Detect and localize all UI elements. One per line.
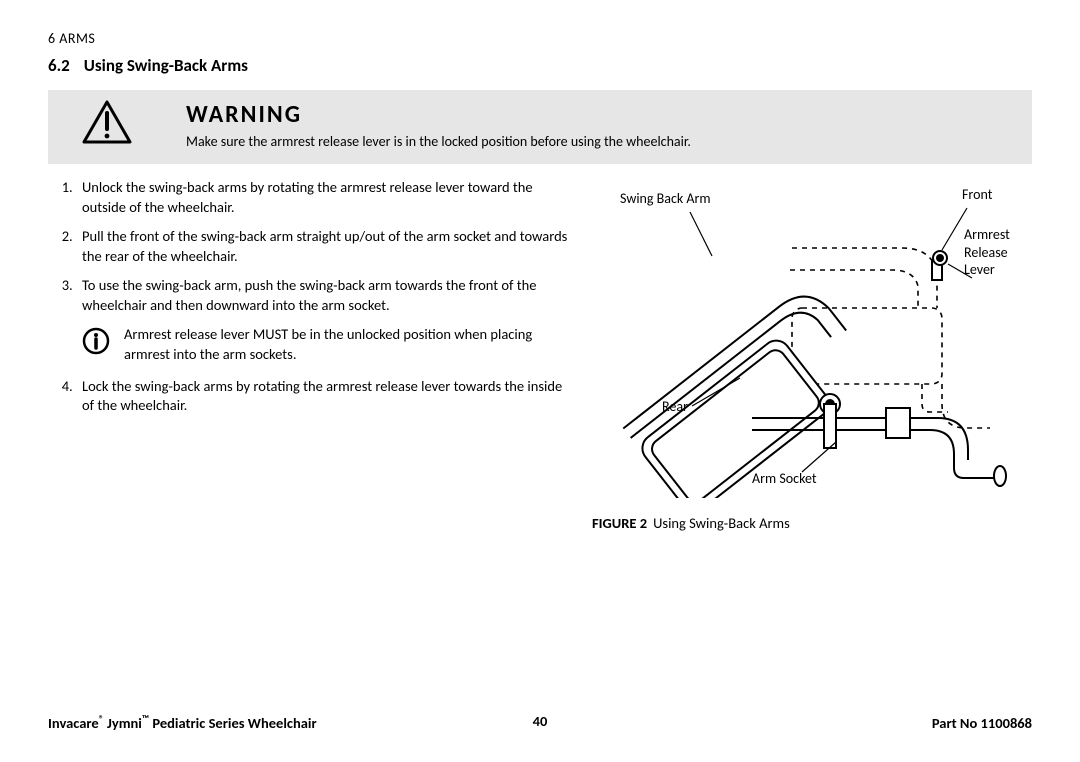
info-note: Armrest release lever MUST be in the unl… bbox=[82, 325, 568, 364]
figure-caption-label: FIGURE 2 bbox=[592, 514, 647, 532]
part-no-label: Part No bbox=[932, 714, 977, 732]
instructions-column: Unlock the swing-back arms by rotating t… bbox=[48, 178, 568, 532]
label-front: Front bbox=[962, 186, 992, 204]
step-4: Lock the swing-back arms by rotating the… bbox=[76, 377, 568, 416]
section-title: 6.2 Using Swing-Back Arms bbox=[48, 55, 1032, 76]
info-icon bbox=[82, 327, 110, 355]
footer-left: Invacare® Jymni™ Pediatric Series Wheelc… bbox=[48, 712, 317, 732]
warning-triangle-icon bbox=[82, 100, 132, 144]
label-armrest-release-lever: Armrest Release Lever bbox=[964, 226, 1010, 279]
label-swing-back-arm: Swing Back Arm bbox=[620, 190, 711, 208]
trademark-icon: ™ bbox=[142, 712, 149, 725]
label-rear: Rear bbox=[662, 398, 688, 416]
warning-body: Make sure the armrest release lever is i… bbox=[186, 133, 1014, 150]
info-note-text: Armrest release lever MUST be in the unl… bbox=[124, 325, 568, 364]
footer-brand: Invacare bbox=[48, 714, 99, 732]
step-2: Pull the front of the swing-back arm str… bbox=[76, 227, 568, 266]
page-number: 40 bbox=[533, 712, 548, 730]
section-number: 6.2 bbox=[48, 55, 70, 76]
step-3: To use the swing-back arm, push the swin… bbox=[76, 276, 568, 315]
part-no-value: 1100868 bbox=[981, 714, 1032, 732]
section-heading-text: Using Swing-Back Arms bbox=[84, 55, 248, 76]
label-arm-socket: Arm Socket bbox=[752, 470, 817, 488]
figure-caption-text: Using Swing-Back Arms bbox=[653, 514, 790, 532]
step-1: Unlock the swing-back arms by rotating t… bbox=[76, 178, 568, 217]
footer-right: Part No 1100868 bbox=[932, 714, 1032, 732]
page-footer: Invacare® Jymni™ Pediatric Series Wheelc… bbox=[0, 712, 1080, 732]
registered-mark-icon: ® bbox=[99, 712, 104, 725]
figure-diagram: Swing Back Arm Front Armrest Release Lev… bbox=[592, 178, 1022, 508]
footer-series: Pediatric Series Wheelchair bbox=[152, 714, 316, 732]
footer-product: Jymni bbox=[107, 714, 142, 732]
figure-caption: FIGURE 2 Using Swing-Back Arms bbox=[592, 514, 1032, 532]
chapter-header: 6 ARMS bbox=[48, 30, 1032, 47]
warning-heading: WARNING bbox=[186, 100, 1014, 129]
warning-box: WARNING Make sure the armrest release le… bbox=[48, 90, 1032, 164]
figure-column: Swing Back Arm Front Armrest Release Lev… bbox=[592, 178, 1032, 532]
